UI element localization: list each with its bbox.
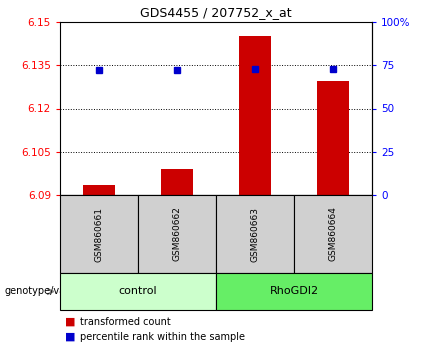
Text: transformed count: transformed count: [80, 317, 171, 327]
Text: genotype/variation: genotype/variation: [4, 286, 97, 297]
Title: GDS4455 / 207752_x_at: GDS4455 / 207752_x_at: [140, 6, 292, 19]
Bar: [240, 36, 270, 195]
Text: control: control: [119, 286, 157, 297]
Text: GSM860662: GSM860662: [172, 207, 181, 262]
Text: RhoGDI2: RhoGDI2: [270, 286, 319, 297]
Bar: [83, 185, 115, 195]
Bar: [161, 169, 193, 195]
Bar: [317, 81, 349, 195]
Text: ■: ■: [65, 332, 76, 342]
Text: ■: ■: [65, 317, 76, 327]
Text: GSM860664: GSM860664: [329, 207, 338, 262]
Text: GSM860663: GSM860663: [251, 206, 259, 262]
Text: percentile rank within the sample: percentile rank within the sample: [80, 332, 245, 342]
Text: GSM860661: GSM860661: [95, 206, 104, 262]
